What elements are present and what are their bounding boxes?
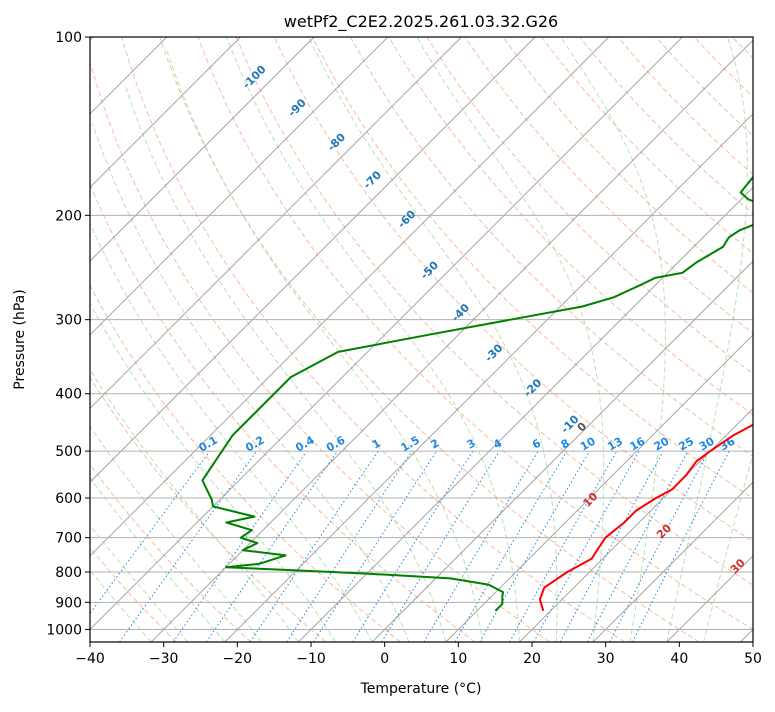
y-tick-label: 700 bbox=[55, 531, 82, 547]
x-tick-label: 50 bbox=[744, 651, 762, 667]
x-tick-label: −20 bbox=[223, 651, 253, 667]
y-tick-label: 300 bbox=[55, 313, 82, 329]
y-tick-label: 100 bbox=[55, 30, 82, 46]
plot-background bbox=[90, 37, 753, 642]
x-tick-label: 0 bbox=[380, 651, 389, 667]
y-tick-label: 400 bbox=[55, 387, 82, 403]
y-tick-label: 800 bbox=[55, 565, 82, 581]
y-axis-label: Pressure (hPa) bbox=[12, 289, 28, 389]
x-tick-label: 30 bbox=[597, 651, 615, 667]
chart-title: wetPf2_C2E2.2025.261.03.32.G26 bbox=[284, 12, 558, 32]
x-tick-label: −40 bbox=[75, 651, 105, 667]
y-tick-label: 900 bbox=[55, 595, 82, 611]
y-tick-label: 600 bbox=[55, 491, 82, 507]
y-tick-label: 500 bbox=[55, 444, 82, 460]
x-tick-label: −10 bbox=[296, 651, 326, 667]
x-tick-label: −30 bbox=[149, 651, 179, 667]
x-tick-label: 20 bbox=[523, 651, 541, 667]
x-tick-label: 40 bbox=[670, 651, 688, 667]
x-axis-label: Temperature (°C) bbox=[360, 681, 482, 697]
y-tick-label: 200 bbox=[55, 208, 82, 224]
x-tick-label: 10 bbox=[449, 651, 467, 667]
y-tick-label: 1000 bbox=[46, 622, 82, 638]
